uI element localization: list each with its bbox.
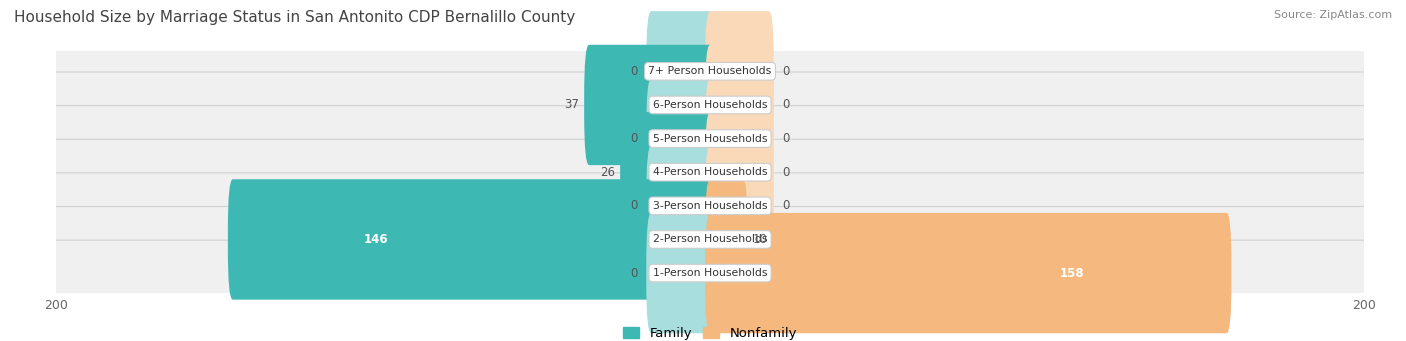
- Text: 0: 0: [631, 267, 638, 280]
- FancyBboxPatch shape: [48, 240, 1372, 306]
- Text: 0: 0: [782, 99, 789, 112]
- Text: 26: 26: [600, 166, 616, 179]
- Text: 0: 0: [782, 199, 789, 212]
- Text: 1-Person Households: 1-Person Households: [652, 268, 768, 278]
- Text: 0: 0: [782, 132, 789, 145]
- Text: 2-Person Households: 2-Person Households: [652, 235, 768, 244]
- Text: 0: 0: [631, 132, 638, 145]
- Text: 4-Person Households: 4-Person Households: [652, 167, 768, 177]
- FancyBboxPatch shape: [706, 146, 773, 266]
- Text: 0: 0: [631, 199, 638, 212]
- Legend: Family, Nonfamily: Family, Nonfamily: [623, 327, 797, 340]
- Text: 0: 0: [782, 166, 789, 179]
- FancyBboxPatch shape: [706, 213, 1232, 333]
- Text: 10: 10: [752, 233, 768, 246]
- Text: 3-Person Households: 3-Person Households: [652, 201, 768, 211]
- FancyBboxPatch shape: [706, 179, 748, 300]
- FancyBboxPatch shape: [706, 11, 773, 132]
- FancyBboxPatch shape: [48, 39, 1372, 104]
- FancyBboxPatch shape: [620, 112, 714, 233]
- FancyBboxPatch shape: [706, 112, 773, 233]
- FancyBboxPatch shape: [583, 45, 714, 165]
- FancyBboxPatch shape: [48, 139, 1372, 205]
- FancyBboxPatch shape: [48, 106, 1372, 172]
- FancyBboxPatch shape: [48, 207, 1372, 272]
- Text: 7+ Person Households: 7+ Person Households: [648, 66, 772, 76]
- Text: Source: ZipAtlas.com: Source: ZipAtlas.com: [1274, 10, 1392, 20]
- FancyBboxPatch shape: [647, 146, 714, 266]
- FancyBboxPatch shape: [228, 179, 714, 300]
- FancyBboxPatch shape: [647, 78, 714, 199]
- FancyBboxPatch shape: [48, 72, 1372, 138]
- Text: 5-Person Households: 5-Person Households: [652, 134, 768, 144]
- Text: 0: 0: [782, 65, 789, 78]
- FancyBboxPatch shape: [647, 213, 714, 333]
- FancyBboxPatch shape: [706, 78, 773, 199]
- Text: 158: 158: [1059, 267, 1084, 280]
- Text: 146: 146: [364, 233, 388, 246]
- Text: 37: 37: [564, 99, 579, 112]
- FancyBboxPatch shape: [48, 173, 1372, 239]
- FancyBboxPatch shape: [706, 45, 773, 165]
- Text: Household Size by Marriage Status in San Antonito CDP Bernalillo County: Household Size by Marriage Status in San…: [14, 10, 575, 25]
- Text: 0: 0: [631, 65, 638, 78]
- Text: 6-Person Households: 6-Person Households: [652, 100, 768, 110]
- FancyBboxPatch shape: [647, 11, 714, 132]
